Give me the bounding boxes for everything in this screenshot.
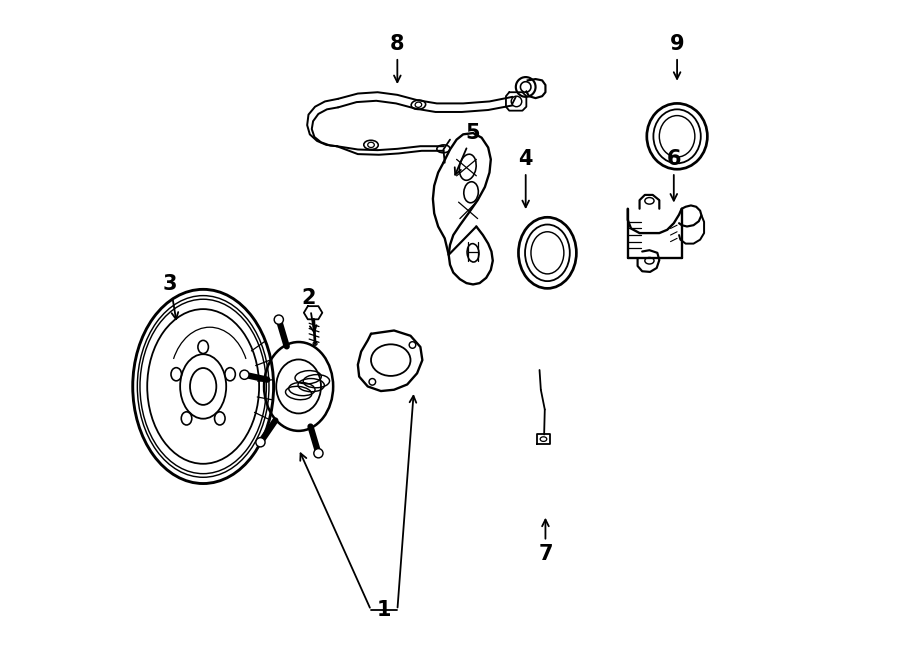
Text: 5: 5 [454, 123, 481, 175]
Ellipse shape [239, 370, 249, 379]
Text: 1: 1 [377, 600, 392, 620]
Text: 3: 3 [163, 274, 178, 319]
Text: 4: 4 [518, 149, 533, 208]
Text: 2: 2 [302, 288, 317, 332]
Ellipse shape [256, 438, 266, 447]
Text: 8: 8 [390, 34, 405, 82]
Text: 6: 6 [667, 149, 681, 201]
Text: 9: 9 [670, 34, 684, 79]
Ellipse shape [314, 449, 323, 458]
Text: 7: 7 [538, 520, 553, 564]
Ellipse shape [274, 315, 284, 325]
